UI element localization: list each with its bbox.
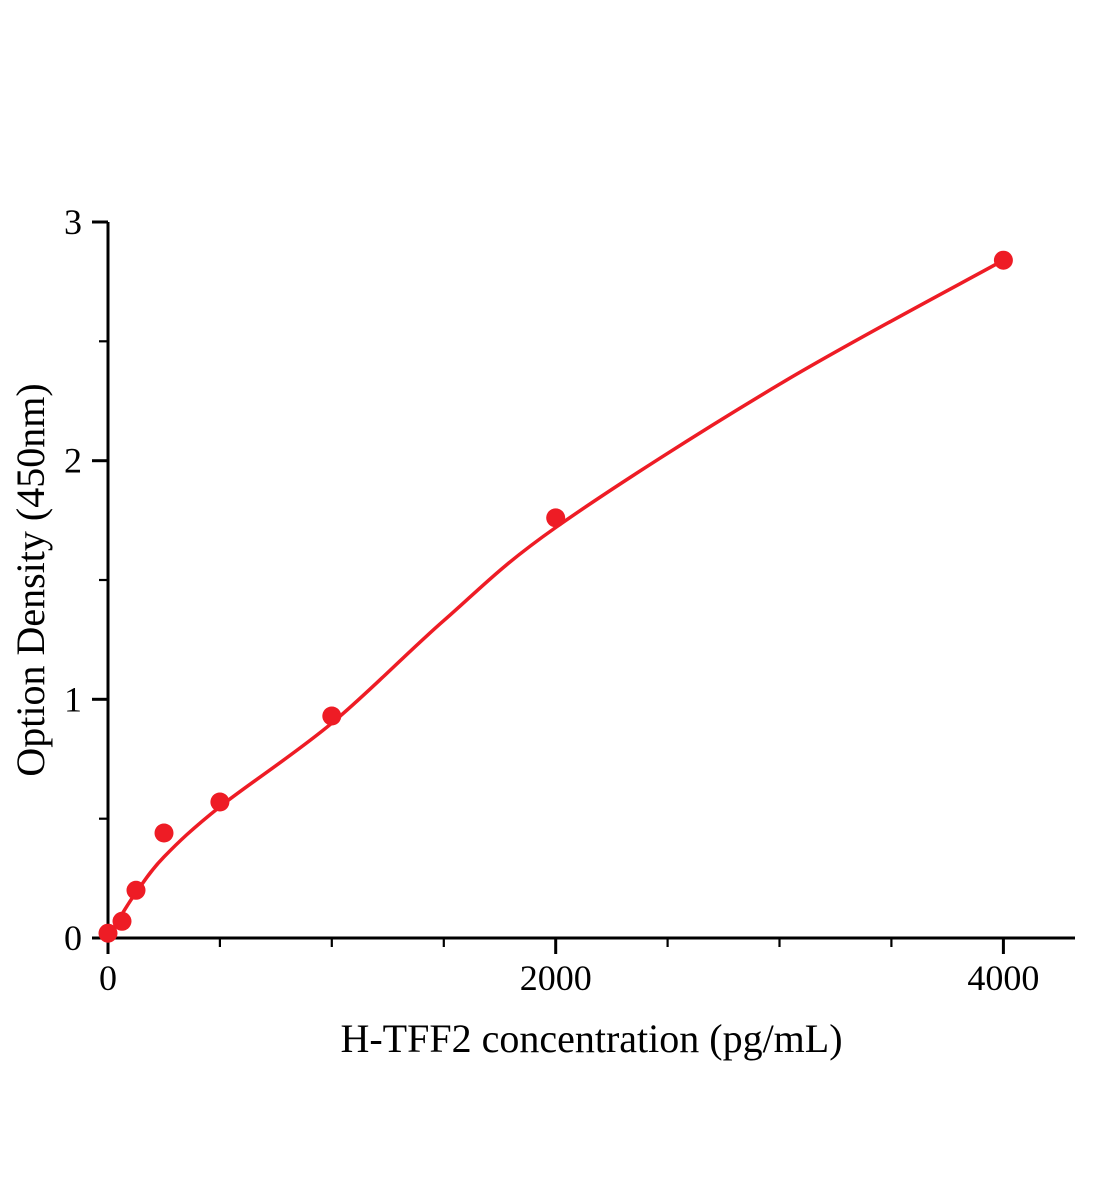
x-tick-label: 2000	[520, 958, 592, 998]
y-tick-label: 0	[64, 918, 82, 958]
y-tick-label: 3	[64, 202, 82, 242]
data-point	[98, 923, 118, 943]
fit-curve	[106, 258, 1006, 940]
data-point	[546, 508, 566, 528]
data-point	[112, 911, 132, 931]
x-tick-label: 0	[99, 958, 117, 998]
data-point	[126, 880, 146, 900]
data-point	[322, 706, 342, 726]
data-point	[993, 250, 1013, 270]
data-point	[154, 823, 174, 843]
x-axis-title: H-TFF2 concentration (pg/mL)	[340, 1016, 842, 1061]
y-tick-label: 1	[64, 679, 82, 719]
y-tick-label: 2	[64, 441, 82, 481]
data-point	[210, 792, 230, 812]
x-tick-label: 4000	[967, 958, 1039, 998]
y-axis-title: Option Density (450nm)	[8, 383, 53, 776]
